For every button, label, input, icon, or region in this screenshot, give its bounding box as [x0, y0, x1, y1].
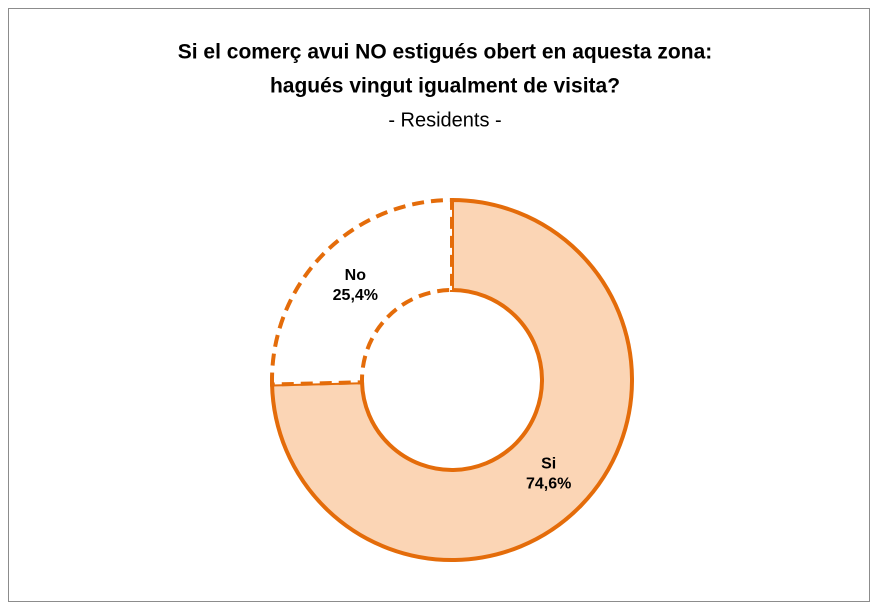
chart-title: hagués vingut igualment de visita?	[270, 75, 620, 98]
segment-category-label: Si	[541, 455, 556, 472]
chart-subtitle: - Residents -	[388, 109, 501, 131]
segment-value-label: 25,4%	[333, 287, 378, 304]
segment-value-label: 74,6%	[526, 475, 571, 492]
chart-title: Si el comerç avui NO estigués obert en a…	[178, 41, 713, 64]
donut-segment	[270, 197, 634, 562]
donut-segment	[270, 197, 454, 387]
segment-category-label: No	[345, 267, 367, 284]
